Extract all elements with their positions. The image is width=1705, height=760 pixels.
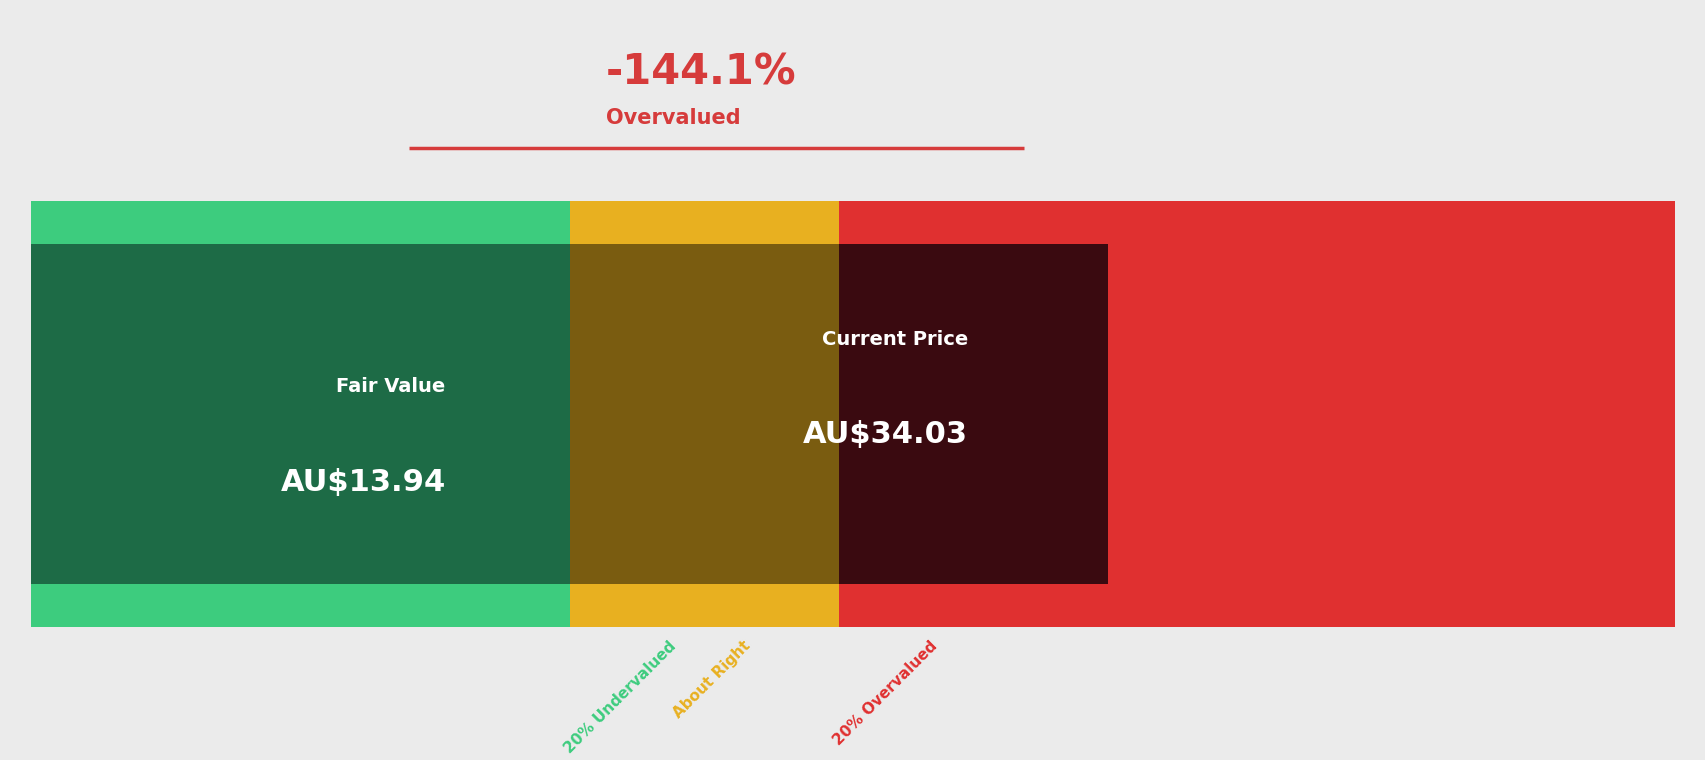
Text: Fair Value: Fair Value: [336, 378, 445, 397]
Text: 20% Overvalued: 20% Overvalued: [830, 638, 939, 748]
Bar: [569, 201, 839, 627]
Text: AU$34.03: AU$34.03: [803, 420, 967, 449]
Bar: [31, 244, 569, 584]
Text: AU$13.94: AU$13.94: [280, 468, 445, 497]
Bar: [839, 244, 1107, 584]
Bar: [839, 201, 1674, 627]
Text: Overvalued: Overvalued: [605, 108, 740, 128]
Text: 20% Undervalued: 20% Undervalued: [561, 638, 679, 756]
Bar: [569, 244, 839, 584]
Text: About Right: About Right: [670, 638, 754, 721]
Text: -144.1%: -144.1%: [605, 51, 796, 93]
Text: Current Price: Current Price: [822, 330, 967, 349]
Bar: [31, 201, 569, 627]
